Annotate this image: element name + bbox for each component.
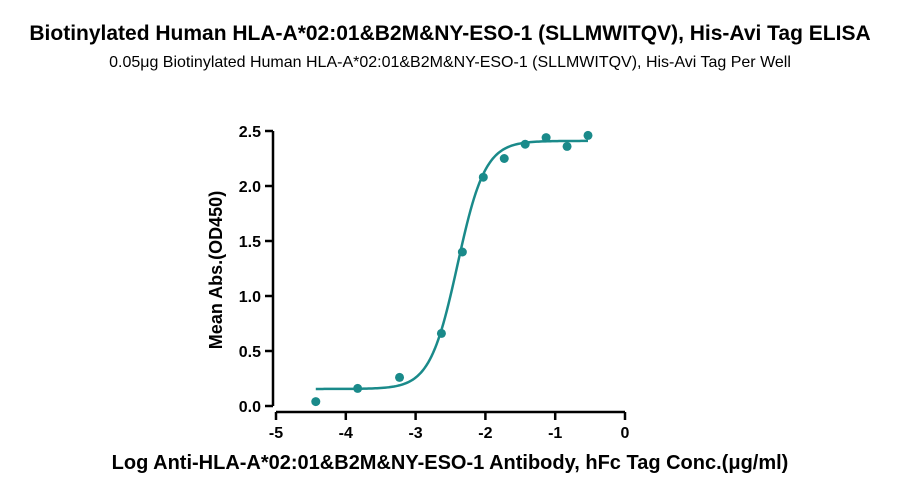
y-tick-label: 2.0 <box>239 179 261 196</box>
fit-curve-group <box>315 139 589 391</box>
data-point <box>541 133 551 143</box>
y-tick-label: 1.5 <box>239 234 261 251</box>
fit-curve <box>315 139 589 391</box>
y-axis-label: Mean Abs.(OD450) <box>206 191 226 349</box>
data-point <box>499 154 509 163</box>
data-point <box>562 141 572 151</box>
data-point <box>583 130 593 140</box>
x-tick-label: -5 <box>269 425 283 442</box>
data-point <box>478 172 488 182</box>
data-point <box>311 397 321 407</box>
data-point <box>436 328 446 338</box>
chart-subtitle: 0.05μg Biotinylated Human HLA-A*02:01&B2… <box>109 54 791 71</box>
data-point <box>395 372 405 382</box>
x-axis-label: Log Anti-HLA-A*02:01&B2M&NY-ESO-1 Antibo… <box>111 452 789 474</box>
y-tick-label: 1.0 <box>239 289 261 306</box>
axes: 0.0 0.5 1.0 1.5 2.0 2.5 -5 -4 -3 -2 -1 0 <box>239 124 630 442</box>
data-points <box>311 130 593 407</box>
y-tick-label: 0.5 <box>239 344 261 361</box>
data-point <box>353 383 363 393</box>
y-tick-label: 2.5 <box>239 124 261 141</box>
y-tick-label: 0.0 <box>239 399 261 416</box>
x-tick-label: -2 <box>478 425 492 442</box>
x-tick-label: -3 <box>408 425 422 442</box>
data-point <box>520 139 530 149</box>
x-tick-label: 0 <box>621 425 630 442</box>
data-point <box>457 247 467 257</box>
x-tick-label: -4 <box>339 425 353 442</box>
x-tick-label: -1 <box>548 425 562 442</box>
chart-title: Biotinylated Human HLA-A*02:01&B2M&NY-ES… <box>29 22 871 45</box>
